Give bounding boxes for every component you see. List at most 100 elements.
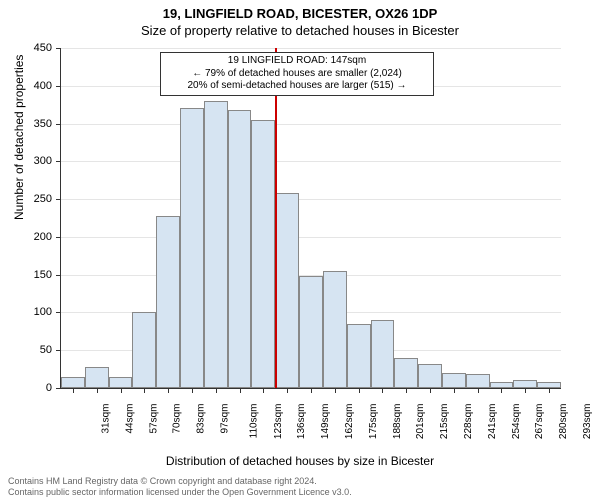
x-tick-label: 280sqm — [558, 404, 569, 440]
annotation-box: 19 LINGFIELD ROAD: 147sqm ← 79% of detac… — [160, 52, 434, 96]
y-tick — [56, 124, 61, 125]
x-tick — [97, 388, 98, 393]
x-tick — [406, 388, 407, 393]
x-tick — [430, 388, 431, 393]
histogram-bar — [156, 216, 180, 388]
y-tick — [56, 199, 61, 200]
y-tick — [56, 237, 61, 238]
y-tick — [56, 48, 61, 49]
y-tick-label: 450 — [22, 42, 52, 54]
histogram-bar — [299, 276, 323, 388]
histogram-bar — [347, 324, 371, 388]
histogram-bar — [442, 373, 466, 388]
y-tick-label: 350 — [22, 118, 52, 130]
x-tick — [263, 388, 264, 393]
y-tick-label: 50 — [22, 344, 52, 356]
y-tick — [56, 161, 61, 162]
y-tick — [56, 388, 61, 389]
x-tick-label: 110sqm — [248, 404, 259, 439]
x-tick-label: 215sqm — [439, 404, 450, 440]
x-tick-label: 123sqm — [273, 404, 284, 440]
y-tick-label: 100 — [22, 306, 52, 318]
histogram-bar — [323, 271, 347, 388]
y-tick — [56, 312, 61, 313]
x-tick-label: 175sqm — [368, 404, 379, 440]
gridline — [61, 161, 561, 162]
y-tick-label: 250 — [22, 193, 52, 205]
x-tick — [144, 388, 145, 393]
x-tick-label: 31sqm — [100, 404, 111, 434]
x-tick — [525, 388, 526, 393]
title-main: 19, LINGFIELD ROAD, BICESTER, OX26 1DP — [0, 0, 600, 21]
x-tick-label: 228sqm — [463, 404, 474, 440]
x-tick — [478, 388, 479, 393]
x-tick — [359, 388, 360, 393]
y-tick — [56, 86, 61, 87]
x-tick — [192, 388, 193, 393]
x-tick — [73, 388, 74, 393]
attribution: Contains HM Land Registry data © Crown c… — [8, 476, 352, 498]
histogram-bar — [132, 312, 156, 388]
y-tick — [56, 275, 61, 276]
x-tick-label: 293sqm — [582, 404, 593, 440]
y-tick — [56, 350, 61, 351]
y-tick-label: 0 — [22, 382, 52, 394]
histogram-bar — [85, 367, 109, 388]
x-tick — [216, 388, 217, 393]
y-tick-label: 150 — [22, 269, 52, 281]
title-sub: Size of property relative to detached ho… — [0, 21, 600, 38]
x-tick — [168, 388, 169, 393]
histogram-bar — [180, 108, 204, 388]
histogram-bar — [418, 364, 442, 388]
histogram-bar — [513, 380, 537, 388]
x-tick — [335, 388, 336, 393]
histogram-bar — [466, 374, 490, 388]
plot-area — [60, 48, 561, 389]
x-tick-label: 83sqm — [196, 404, 207, 434]
gridline — [61, 237, 561, 238]
x-tick-label: 149sqm — [320, 404, 331, 440]
x-tick-label: 57sqm — [148, 404, 159, 434]
x-tick-label: 241sqm — [487, 404, 498, 440]
attribution-line2: Contains public sector information licen… — [8, 487, 352, 498]
x-tick-label: 70sqm — [172, 404, 183, 434]
chart-area: 050100150200250300350400450 31sqm44sqm57… — [60, 48, 560, 418]
x-tick — [121, 388, 122, 393]
x-tick-label: 162sqm — [344, 404, 355, 440]
gridline — [61, 199, 561, 200]
y-tick-label: 400 — [22, 80, 52, 92]
histogram-bar — [61, 377, 85, 388]
x-tick-label: 201sqm — [416, 404, 427, 440]
attribution-line1: Contains HM Land Registry data © Crown c… — [8, 476, 352, 487]
histogram-bar — [275, 193, 299, 388]
x-tick — [287, 388, 288, 393]
x-tick — [311, 388, 312, 393]
gridline — [61, 124, 561, 125]
y-tick-label: 200 — [22, 231, 52, 243]
histogram-bar — [204, 101, 228, 388]
x-tick-label: 44sqm — [124, 404, 135, 434]
annotation-line3: 20% of semi-detached houses are larger (… — [167, 80, 427, 93]
histogram-bar — [371, 320, 395, 388]
annotation-line1: 19 LINGFIELD ROAD: 147sqm — [167, 55, 427, 68]
x-tick-label: 136sqm — [296, 404, 307, 440]
histogram-bar — [394, 358, 418, 388]
x-tick — [501, 388, 502, 393]
x-tick — [240, 388, 241, 393]
x-tick — [549, 388, 550, 393]
x-tick-label: 254sqm — [511, 404, 522, 440]
gridline — [61, 48, 561, 49]
x-tick — [382, 388, 383, 393]
histogram-bar — [251, 120, 275, 388]
x-tick-label: 97sqm — [219, 404, 230, 434]
y-tick-label: 300 — [22, 155, 52, 167]
marker-line — [275, 48, 277, 388]
x-tick-label: 188sqm — [392, 404, 403, 440]
chart-container: 19, LINGFIELD ROAD, BICESTER, OX26 1DP S… — [0, 0, 600, 500]
x-axis-label: Distribution of detached houses by size … — [0, 454, 600, 468]
x-tick — [454, 388, 455, 393]
histogram-bar — [109, 377, 133, 388]
annotation-line2: ← 79% of detached houses are smaller (2,… — [167, 68, 427, 81]
histogram-bar — [228, 110, 252, 388]
x-tick-label: 267sqm — [535, 404, 546, 440]
